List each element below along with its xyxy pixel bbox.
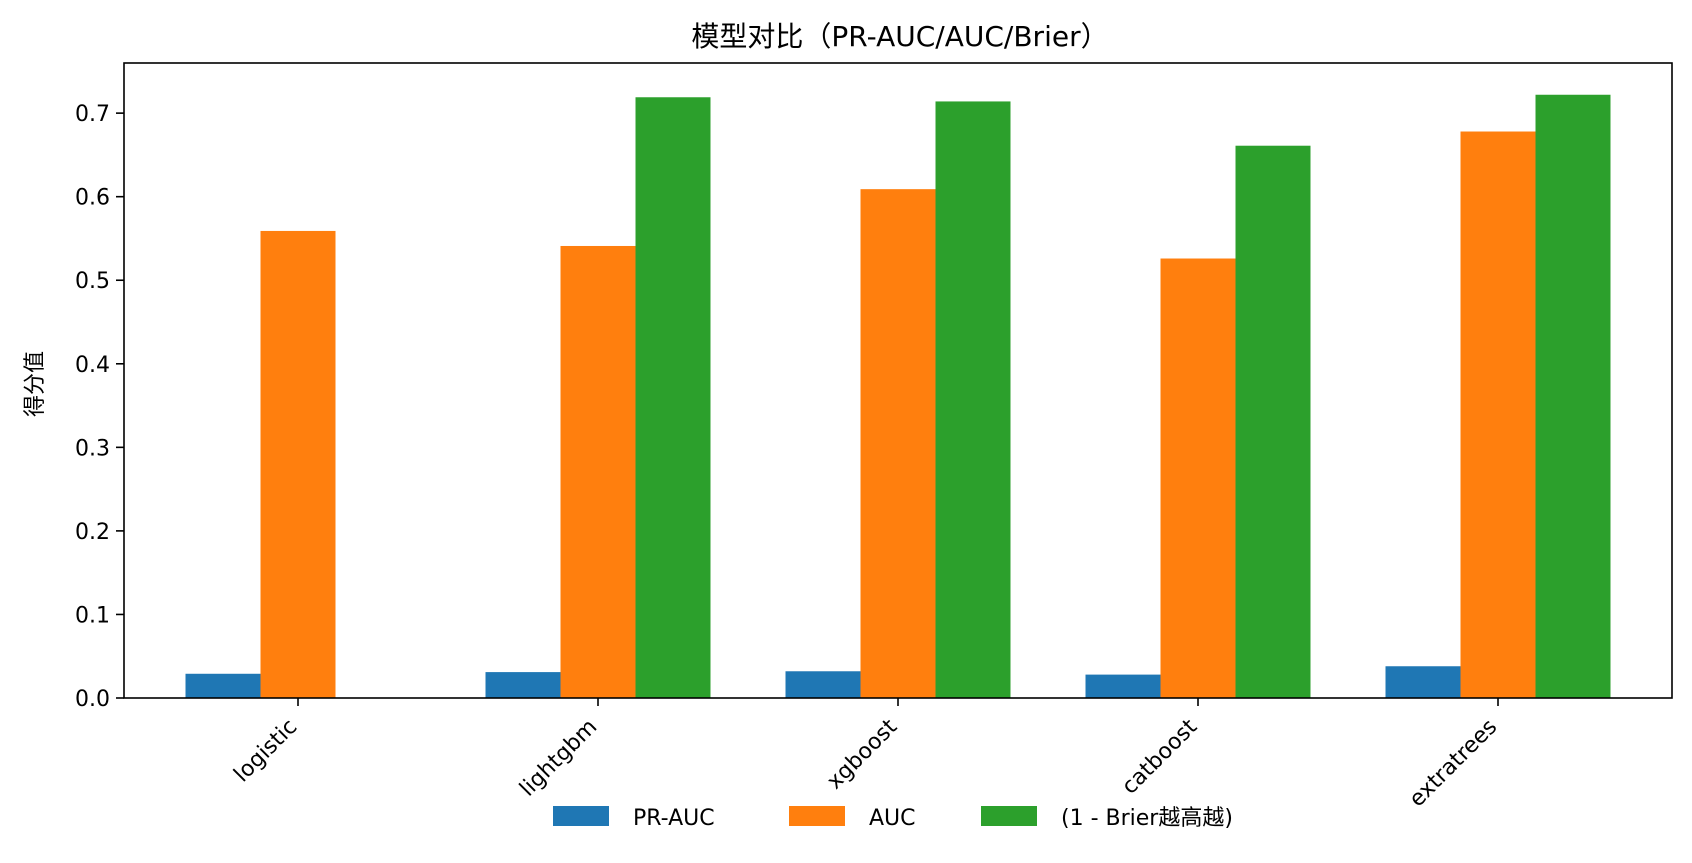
legend-swatch (553, 806, 609, 826)
legend-label: PR-AUC (633, 806, 715, 831)
y-tick-label: 0.0 (75, 687, 110, 712)
y-tick-label: 0.4 (75, 353, 110, 378)
bar-AUC-lightgbm (560, 245, 636, 698)
bar-AUC-extratrees (1460, 131, 1536, 698)
x-tick-label: catboost (1117, 714, 1202, 799)
bar-(1 - Brier越高越)-lightgbm (635, 97, 711, 698)
legend-label: AUC (869, 806, 916, 831)
legend-swatch (789, 806, 845, 826)
y-tick-label: 0.1 (75, 603, 110, 628)
bar-(1 - Brier越高越)-extratrees (1535, 94, 1611, 698)
bar-(1 - Brier越高越)-xgboost (935, 101, 1011, 699)
legend-label: (1 - Brier越高越) (1061, 806, 1233, 831)
y-tick-label: 0.3 (75, 436, 110, 461)
y-tick-label: 0.2 (75, 520, 110, 545)
x-tick-label: logistic (229, 715, 302, 788)
legend: PR-AUC AUC (1 - Brier越高越) (553, 806, 1233, 831)
y-tick-label: 0.7 (75, 102, 110, 127)
y-tick-label: 0.5 (75, 269, 110, 294)
bar-PR-AUC-logistic (185, 673, 261, 698)
bar-AUC-catboost (1160, 258, 1236, 698)
y-tick-label: 0.6 (75, 186, 110, 211)
bar-AUC-xgboost (860, 189, 936, 698)
legend-swatch (981, 806, 1037, 826)
y-axis-label: 得分值 (23, 351, 48, 417)
bar-PR-AUC-lightgbm (485, 672, 561, 698)
bar-PR-AUC-extratrees (1385, 666, 1461, 698)
bar-PR-AUC-catboost (1085, 674, 1161, 698)
bar-PR-AUC-xgboost (785, 671, 861, 698)
plot-area: 0.0 0.1 0.2 0.3 0.4 0.5 0.6 0.7 logistic lightgbm… (75, 62, 1673, 813)
bar-AUC-logistic (260, 230, 336, 698)
x-tick-label: extratrees (1405, 715, 1503, 813)
bar-(1 - Brier越高越)-catboost (1235, 145, 1311, 698)
chart-title: 模型对比（PR-AUC/AUC/Brier） (691, 20, 1108, 53)
x-tick-label: lightgbm (515, 715, 602, 802)
x-tick-label: xgboost (822, 714, 902, 794)
